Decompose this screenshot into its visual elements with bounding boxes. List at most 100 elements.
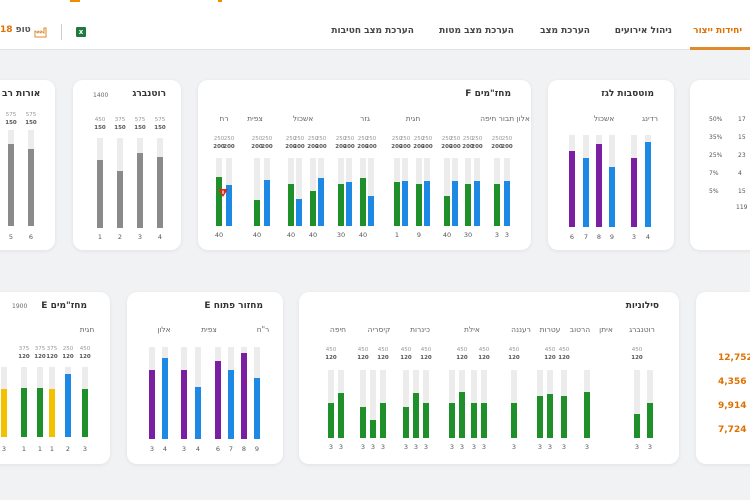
bar-fill [481, 403, 487, 438]
bar-capacity-label: 200 [307, 144, 319, 150]
bar-track [360, 370, 366, 438]
card-summary-mini[interactable]: 50% 17 35% 15 25% 23 7% 4 5% 15 119 [690, 80, 750, 250]
bar-max-label: 450 [558, 347, 570, 353]
group-label: איתן [599, 325, 613, 334]
bar-fill [216, 177, 222, 226]
bar-fill [452, 181, 458, 226]
bar-fill [149, 370, 155, 439]
summary-value: 15 [738, 134, 746, 141]
bar-capacity-label: 200 [261, 144, 273, 150]
bar-count-label: 3 [584, 443, 590, 451]
bar-track [403, 370, 409, 438]
bar-count-label: 3 [423, 443, 429, 451]
bar-fill [474, 181, 480, 226]
bar-fill [254, 200, 260, 226]
bar-capacity-label: 120 [18, 354, 30, 360]
bar-fill [494, 184, 500, 226]
card-rotenberg[interactable]: רוטנברג 1400 450 150 1 375 150 2 575 150 3 575 150… [73, 80, 181, 250]
group-label: כינרות [410, 325, 430, 334]
group-label: גזר [360, 114, 370, 123]
card-gas-motsavot[interactable]: מוטסבות לגז 6 7 8 9 3 4 אשכול רדינג [548, 80, 674, 250]
bar-fill [181, 370, 187, 439]
bar-count-label: 6 [569, 233, 575, 241]
bar-capacity-label: 120 [631, 355, 643, 361]
card-open-cycle-e[interactable]: מחזור פתוח E 3 4 3 4 6 7 8 9 אלון צפית ר"ח [127, 292, 283, 464]
card-machzomim-e[interactable]: מחז"מים E 1900 3 375 120 1 375 120 1 375 120 1 250… [0, 292, 110, 464]
bar-capacity-label: 200 [413, 144, 425, 150]
bar-count-label: 40 [308, 231, 318, 239]
bar-max-label: 250 [251, 136, 263, 142]
bar-fill [424, 181, 430, 226]
bar-count-label: 3 [1, 445, 7, 453]
bar-capacity-label: 200 [223, 144, 235, 150]
summary-value: 15 [738, 188, 746, 195]
bar-fill [504, 181, 510, 226]
bar-capacity-label: 200 [357, 144, 369, 150]
excel-icon[interactable]: x [76, 27, 86, 37]
card-totals[interactable]: 12,752 4,356 9,914 7,724 [696, 292, 750, 464]
bar-fill [228, 370, 234, 439]
bar-count-label: 4 [195, 445, 201, 453]
bar-max-label: 250 [365, 136, 377, 142]
bar-max-label: 250 [449, 136, 461, 142]
card-title: מחזור פתוח E [204, 301, 263, 311]
group-label: אילת [464, 325, 480, 334]
bar-track [444, 158, 450, 226]
bar-track [370, 370, 376, 438]
bar-capacity-label: 150 [154, 125, 166, 131]
bar-fill [394, 182, 400, 226]
counter-label: טופ [15, 25, 31, 35]
bar-capacity-label: 200 [365, 144, 377, 150]
bar-fill [459, 392, 465, 438]
card-title: מוטסבות לגז [601, 89, 654, 99]
tab-division-assessment[interactable]: הערכת מצב חטיבות [331, 26, 414, 36]
bar-max-label: 250 [261, 136, 273, 142]
card-machzomim-f[interactable]: מחז"מים F 250 200 40 250 200 250 200 40 250 200 25… [198, 80, 531, 250]
bar-fill [195, 387, 201, 439]
summary-percent: 50% [709, 116, 723, 123]
tab-production-units[interactable]: יחידות ייצור [693, 26, 742, 36]
bar-fill [162, 358, 168, 439]
bar-max-label: 250 [399, 136, 411, 142]
bar-count-label: 3 [504, 231, 510, 239]
group-label: עטרות [539, 325, 561, 334]
bar-capacity-label: 200 [449, 144, 461, 150]
bar-fill [338, 393, 344, 438]
group-label: ר"ח [256, 325, 270, 334]
bar-fill [137, 153, 143, 228]
bar-capacity-label: 120 [79, 354, 91, 360]
bar-fill [634, 414, 640, 438]
bar-capacity-label: 200 [421, 144, 433, 150]
bar-count-label: 30 [463, 231, 473, 239]
bar-fill [241, 353, 247, 439]
group-label: קיסריה [367, 325, 391, 334]
card-silos[interactable]: סילוניות 450 120 3 3 450 120 3 3 450 120 3 450 120 3 3… [299, 292, 679, 464]
bar-fill [444, 196, 450, 226]
bar-max-label: 375 [18, 346, 30, 352]
bar-fill [511, 403, 517, 438]
tab-event-management[interactable]: ניהול אירועים [614, 26, 672, 36]
tab-situation-assessment[interactable]: הערכת מצב [540, 26, 590, 36]
group-label: חגית [405, 114, 421, 123]
bar-count-label: 6 [28, 233, 34, 241]
card-lights[interactable]: אורות רב 575 150 5 575 150 6 [0, 80, 55, 250]
bar-capacity-label: 120 [46, 354, 58, 360]
bar-fill [423, 403, 429, 438]
bar-fill [413, 393, 419, 438]
bar-max-label: 575 [25, 112, 37, 118]
bar-max-label: 450 [544, 347, 556, 353]
bar-max-label: 250 [357, 136, 369, 142]
bar-fill [37, 388, 43, 437]
bar-track [368, 158, 374, 226]
bar-count-label: 4 [157, 233, 163, 241]
bar-fill [28, 149, 34, 226]
card-title: מחז"מים E [41, 301, 87, 311]
tab-staff-assessment[interactable]: הערכת מצב מטות [439, 26, 514, 36]
bar-fill [583, 158, 589, 227]
bar-capacity-label: 120 [456, 355, 468, 361]
bar-count-label: 40 [286, 231, 296, 239]
bar-count-label: 3 [511, 443, 517, 451]
bar-capacity-label: 200 [251, 144, 263, 150]
bar-count-label: 3 [481, 443, 487, 451]
bar-count-label: 1 [21, 445, 27, 453]
